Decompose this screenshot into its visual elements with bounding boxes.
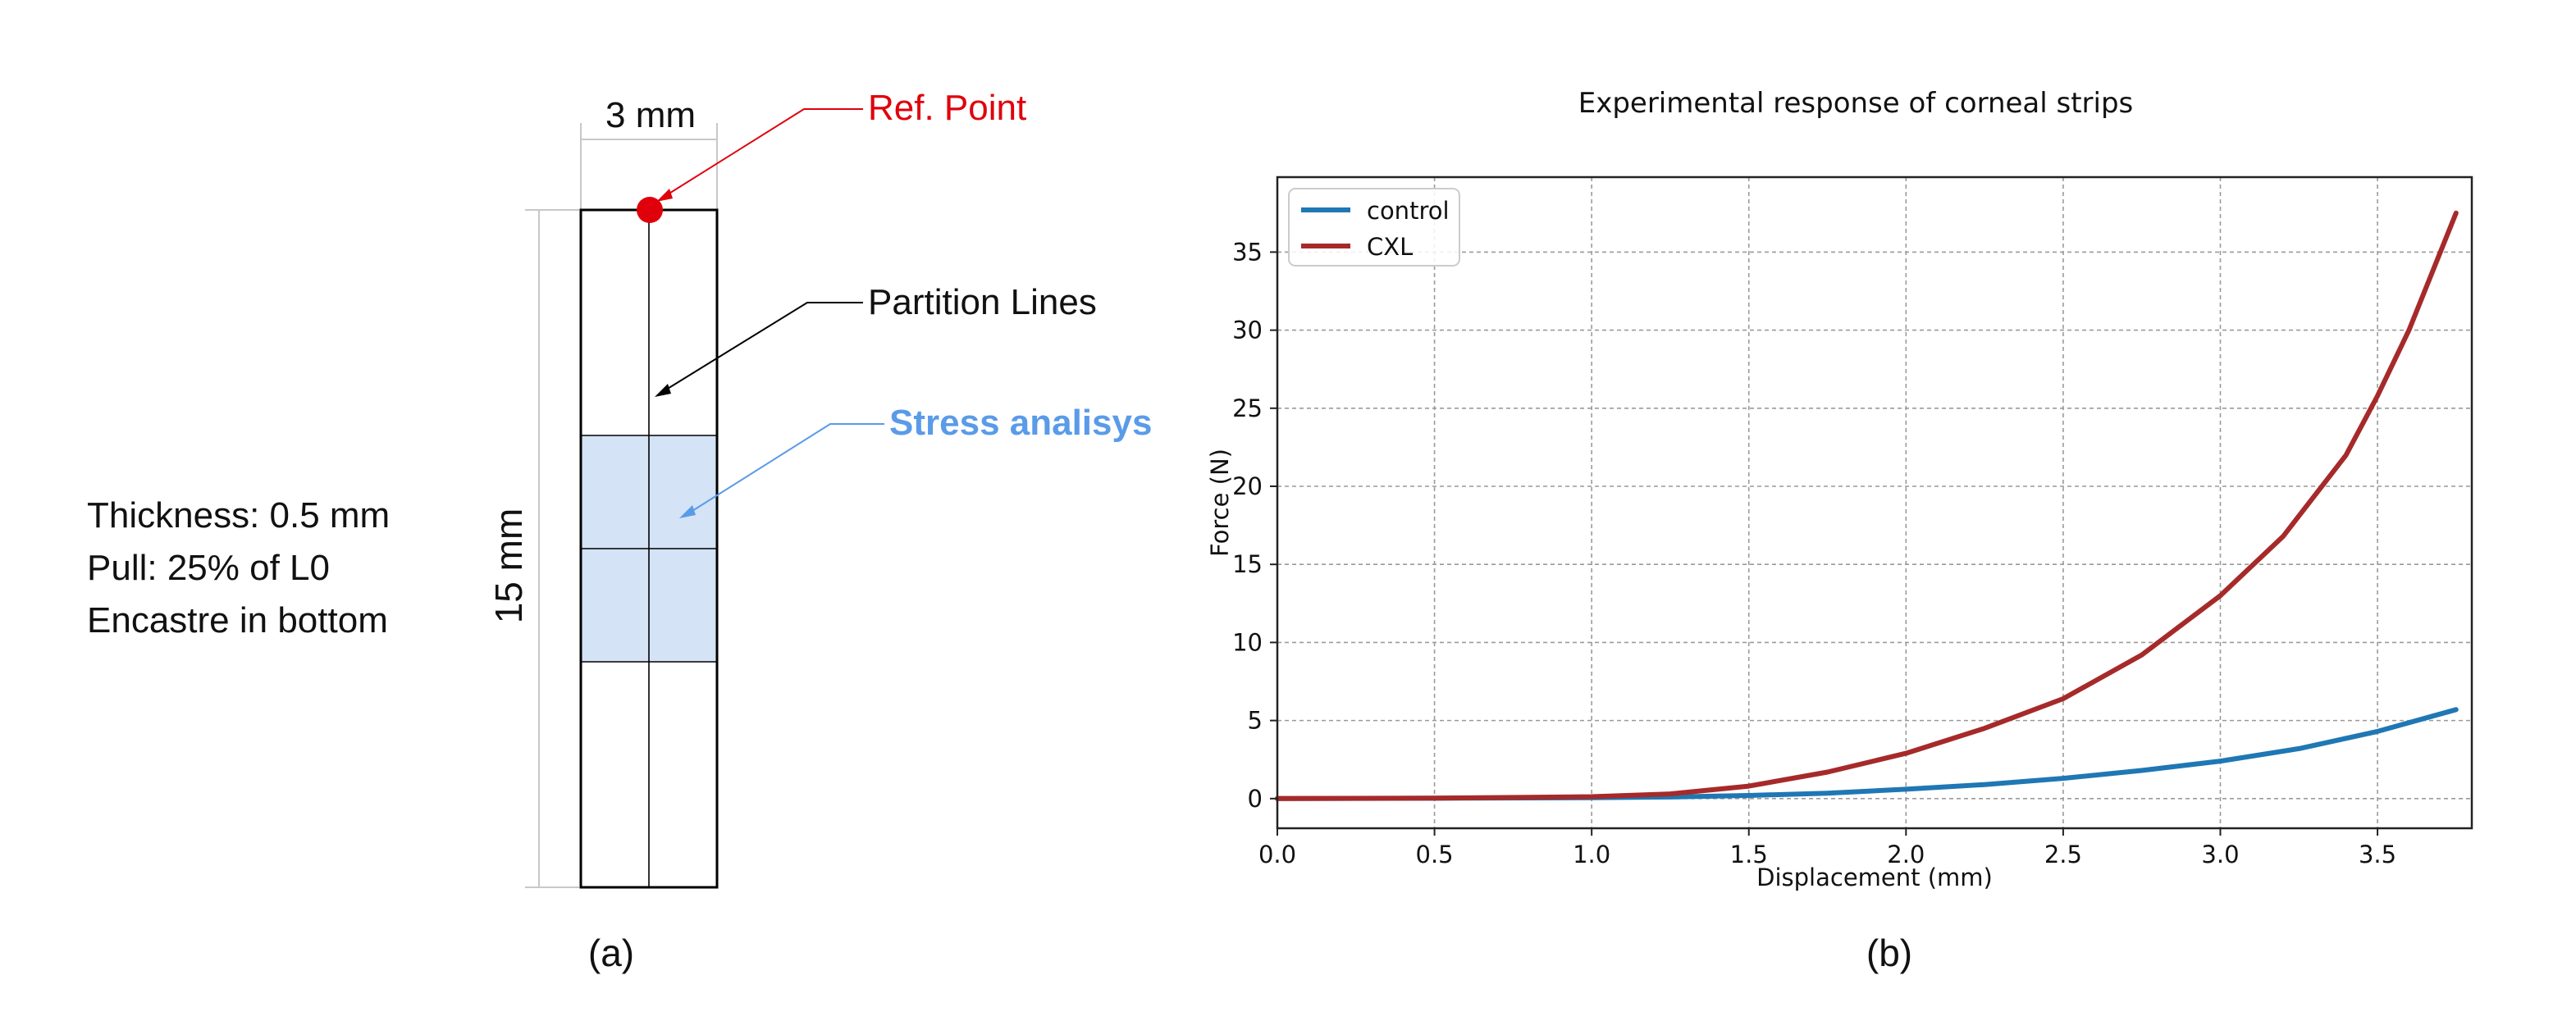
chart-series: [1275, 210, 2459, 801]
y-tick-label: 20: [1232, 472, 1263, 500]
x-tick-label: 2.5: [2044, 841, 2082, 868]
ref-point-marker: [637, 197, 663, 223]
x-tick-label: 1.5: [1730, 841, 1768, 868]
ref-point-label: Ref. Point: [868, 88, 1026, 128]
property-encastre: Encastre in bottom: [87, 600, 388, 640]
x-tick-label: 0.5: [1416, 841, 1454, 868]
y-tick-label: 0: [1248, 785, 1263, 813]
legend-label-cxl: CXL: [1367, 233, 1413, 261]
chart-title: Experimental response of corneal strips: [1578, 87, 2134, 120]
chart-ticks: 0.0 0.5 1.0 1.5 2.0 2.5 3.0 3.5 0 5 10 15 20 25 30 35: [1232, 238, 2396, 868]
stress-label: Stress analisys: [889, 403, 1152, 443]
panel-b: Experimental response of corneal strips …: [1206, 87, 2473, 974]
width-label: 3 mm: [605, 95, 696, 135]
plot-frame: [1276, 175, 2473, 830]
caption-b: (b): [1866, 932, 1912, 974]
x-tick-label: 3.5: [2359, 841, 2396, 868]
partition-label: Partition Lines: [868, 282, 1097, 322]
series-line-control: [1275, 707, 2459, 801]
partition-arrowhead: [655, 384, 671, 397]
chart-grid: [1277, 177, 2472, 828]
x-axis-label: Displacement (mm): [1756, 864, 1993, 891]
y-tick-label: 25: [1232, 394, 1263, 422]
x-tick-label: 0.0: [1258, 841, 1296, 868]
ref-point-arrowhead: [656, 189, 673, 202]
x-tick-label: 1.0: [1573, 841, 1610, 868]
y-tick-label: 10: [1232, 628, 1263, 656]
series-line-cxl: [1275, 210, 2459, 801]
stress-leader: [685, 423, 884, 516]
caption-a: (a): [588, 932, 634, 974]
height-label: 15 mm: [487, 508, 530, 624]
stress-arrowhead: [679, 505, 696, 518]
chart-legend: control CXL: [1288, 188, 1460, 267]
property-thickness: Thickness: 0.5 mm: [87, 495, 390, 536]
ref-point-leader: [660, 108, 863, 199]
property-pull: Pull: 25% of L0: [87, 548, 330, 588]
y-tick-label: 5: [1248, 707, 1263, 735]
y-tick-label: 35: [1232, 238, 1263, 266]
partition-leader: [659, 302, 863, 394]
panel-a: 3 mm 15 mm Ref. Point Partition Lines St…: [87, 88, 1152, 974]
y-tick-label: 30: [1232, 317, 1263, 344]
y-axis-label: Force (N): [1206, 449, 1234, 557]
y-tick-label: 15: [1232, 550, 1263, 578]
x-tick-label: 3.0: [2201, 841, 2239, 868]
legend-label-control: control: [1367, 197, 1450, 225]
x-tick-label: 2.0: [1887, 841, 1925, 868]
